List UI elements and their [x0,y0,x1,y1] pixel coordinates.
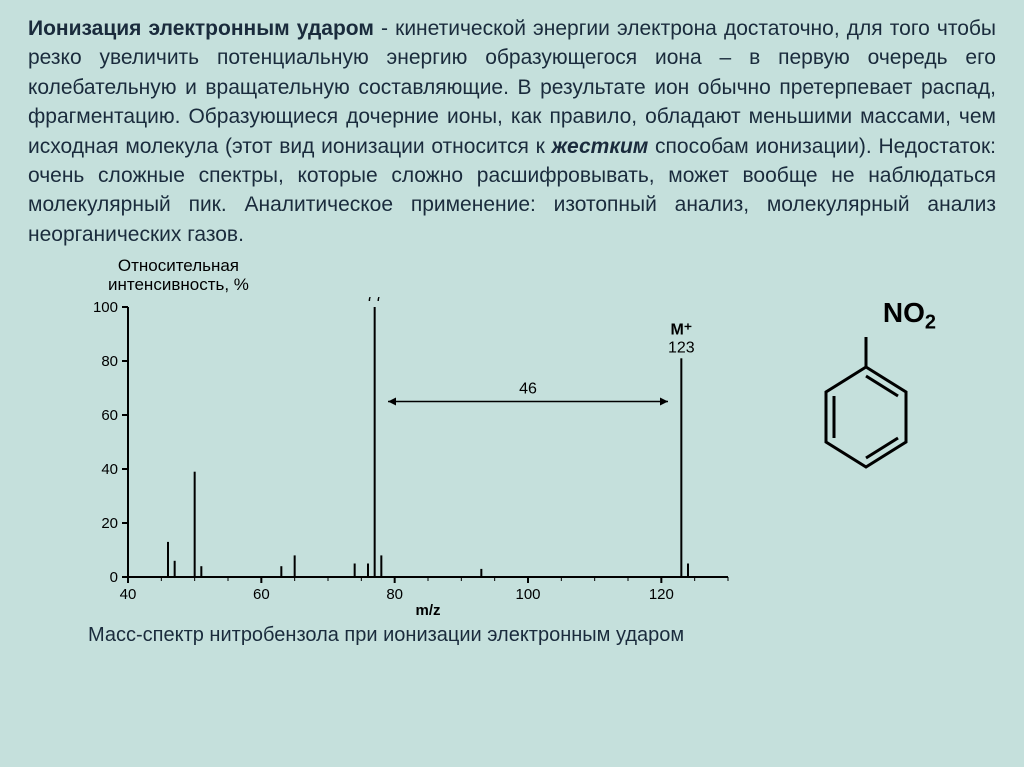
svg-text:123: 123 [668,339,695,356]
svg-text:46: 46 [519,381,537,398]
svg-text:100: 100 [515,586,540,603]
lead-bold: Ионизация электронным ударом [28,17,374,40]
svg-text:m/z: m/z [415,602,440,617]
svg-text:77: 77 [366,297,384,305]
mass-spectrum-chart: 020406080100406080100120m/z(M-NO₂)⁺77M⁺1… [68,297,748,617]
nitrobenzene-structure [796,317,936,497]
svg-text:80: 80 [101,353,118,370]
y-axis-label: Относительнаяинтенсивность, % [108,257,249,294]
svg-text:120: 120 [649,586,674,603]
svg-text:M⁺: M⁺ [670,321,692,338]
svg-text:0: 0 [110,569,118,586]
figure-caption: Масс-спектр нитробензола при ионизации э… [88,624,684,647]
main-paragraph: Ионизация электронным ударом - кинетичес… [28,14,996,249]
emph: жестким [552,135,649,158]
svg-text:60: 60 [253,586,270,603]
svg-text:60: 60 [101,407,118,424]
svg-text:40: 40 [120,586,137,603]
svg-text:40: 40 [101,461,118,478]
svg-text:20: 20 [101,515,118,532]
svg-text:80: 80 [386,586,403,603]
svg-text:100: 100 [93,299,118,316]
figure-area: Относительнаяинтенсивность, % 0 20 40 60 80 1… [28,257,996,657]
